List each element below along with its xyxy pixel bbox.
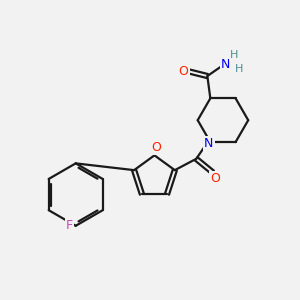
Text: H: H <box>234 64 243 74</box>
Text: N: N <box>220 58 230 70</box>
Text: H: H <box>230 50 238 60</box>
Text: O: O <box>178 65 188 78</box>
Text: O: O <box>151 141 161 154</box>
Text: F: F <box>66 219 73 232</box>
Text: O: O <box>210 172 220 185</box>
Text: N: N <box>204 137 214 150</box>
